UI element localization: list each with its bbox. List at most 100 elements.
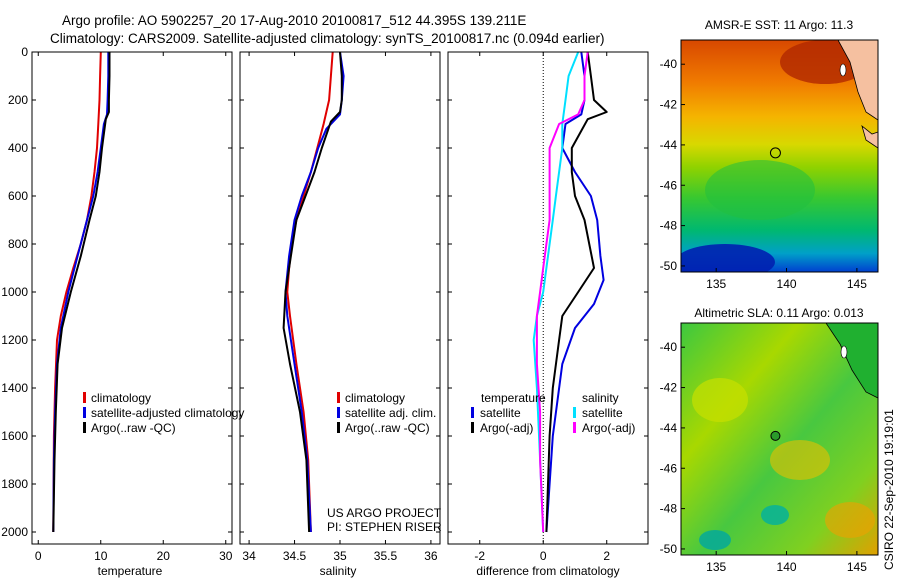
legend-swatch-climatology — [337, 392, 340, 403]
x-tick-label: 35.5 — [374, 549, 398, 563]
sla-patch-c — [761, 505, 789, 525]
sla-patch-a — [692, 378, 748, 422]
salinity-xlabel: salinity — [320, 564, 357, 578]
map-x-tick-label: 140 — [777, 277, 797, 291]
difference-panel: -2 0 2 difference from climatology tempera… — [447, 51, 649, 578]
map-y-tick-label: -48 — [660, 219, 678, 233]
legend-label-climatology: climatology — [345, 391, 405, 405]
series-line-satellite-adjusted-climatology — [52, 52, 110, 533]
series-line-argo-raw-qc — [282, 51, 343, 533]
series-line-salinity-argo-adj — [535, 51, 589, 533]
legend-label-argo: Argo(..raw -QC) — [345, 421, 430, 435]
x-tick-label: 2 — [603, 549, 610, 563]
legend-swatch-temp-satellite — [471, 407, 474, 418]
y-tick-label: 1200 — [1, 333, 28, 347]
x-tick-label: 0 — [35, 549, 42, 563]
legend-label-sal-satellite: satellite — [582, 406, 623, 420]
x-tick-label: 0 — [540, 549, 547, 563]
sla-map-box — [680, 322, 879, 556]
map-x-tick-label: 145 — [847, 277, 867, 291]
map-x-tick-label: 140 — [777, 560, 797, 574]
sla-argo-marker — [770, 430, 781, 441]
y-tick-label: 800 — [8, 237, 28, 251]
y-tick-label: 1000 — [1, 285, 28, 299]
legend-title-salinity: salinity — [582, 391, 619, 405]
figure-title-line1: Argo profile: AO 5902257_20 17-Aug-2010 … — [62, 13, 526, 28]
legend-swatch-temp-argo — [471, 422, 474, 433]
csiro-timestamp: CSIRO 22-Sep-2010 19:19:01 — [882, 409, 896, 570]
sst-map: AMSR-E SST: 11 Argo: 11.3 135 140 145 -40 -4… — [660, 18, 879, 291]
legend-swatch-argo — [337, 422, 340, 433]
x-tick-label: -2 — [474, 549, 485, 563]
series-line-climatology — [52, 51, 102, 533]
sla-patch-b — [770, 440, 830, 480]
series-line-argo-raw-qc — [52, 52, 111, 533]
legend-label-satellite-adjusted: satellite-adjusted climatology — [91, 406, 244, 420]
sla-island — [840, 345, 848, 359]
salinity-panel: 34 34.5 35 35.5 36 salinity climatology sate… — [239, 51, 442, 578]
difference-axes-box — [447, 51, 649, 545]
map-x-tick-label: 145 — [847, 560, 867, 574]
sla-map: Altimetric SLA: 0.11 Argo: 0.013 135 140 1… — [660, 306, 879, 574]
map-y-tick-label: -50 — [660, 542, 678, 556]
series-line-climatology — [286, 51, 334, 533]
salinity-legend: climatology satellite adj. clim. Argo(..… — [337, 391, 436, 435]
temperature-axes-box — [31, 51, 233, 545]
x-tick-label: 34 — [242, 549, 256, 563]
x-tick-label: 20 — [157, 549, 171, 563]
series-line-salinity-satellite — [532, 51, 580, 533]
map-y-tick-label: -48 — [660, 502, 678, 516]
y-tick-label: 400 — [8, 141, 28, 155]
map-x-tick-label: 135 — [706, 277, 726, 291]
series-line-temperature-satellite — [545, 51, 605, 533]
pi-annotation: PI: STEPHEN RISER — [327, 520, 442, 534]
y-tick-label: 200 — [8, 93, 28, 107]
sla-patch-e — [825, 502, 875, 538]
sst-map-box — [680, 39, 879, 273]
legend-swatch-sal-satellite — [573, 407, 576, 418]
y-tick-label: 1400 — [1, 381, 28, 395]
project-annotation: US ARGO PROJECT — [327, 506, 442, 520]
y-tick-label: 600 — [8, 189, 28, 203]
map-y-tick-label: -42 — [660, 98, 678, 112]
temperature-xlabel: temperature — [98, 564, 163, 578]
map-x-tick-label: 135 — [706, 560, 726, 574]
legend-label-temp-satellite: satellite — [480, 406, 521, 420]
series-line-temperature-argo-adj — [545, 51, 608, 533]
y-tick-label: 0 — [21, 45, 28, 59]
legend-label-satellite-adj: satellite adj. clim. — [345, 406, 436, 420]
map-y-tick-label: -46 — [660, 461, 678, 475]
legend-swatch-sal-argo — [573, 422, 576, 433]
map-y-tick-label: -42 — [660, 381, 678, 395]
map-y-tick-label: -44 — [660, 138, 678, 152]
sst-map-title: AMSR-E SST: 11 Argo: 11.3 — [705, 18, 854, 32]
x-tick-label: 34.5 — [283, 549, 307, 563]
difference-xlabel: difference from climatology — [476, 564, 619, 578]
difference-legend: temperature satellite Argo(-adj) salinit… — [471, 391, 635, 435]
x-tick-label: 36 — [424, 549, 438, 563]
x-tick-label: 35 — [333, 549, 347, 563]
y-tick-label: 1800 — [1, 477, 28, 491]
legend-swatch-argo — [83, 422, 86, 433]
sla-map-title: Altimetric SLA: 0.11 Argo: 0.013 — [694, 306, 864, 320]
legend-label-temp-argo: Argo(-adj) — [480, 421, 533, 435]
x-tick-label: 10 — [94, 549, 108, 563]
sst-land-tasmania — [837, 40, 878, 121]
figure-title-line2: Climatology: CARS2009. Satellite-adjuste… — [50, 31, 605, 46]
salinity-axes-box — [239, 51, 441, 545]
sst-cold-patch — [681, 244, 775, 272]
legend-label-sal-argo: Argo(-adj) — [582, 421, 635, 435]
sla-land-coast — [825, 323, 878, 399]
legend-label-climatology: climatology — [91, 391, 151, 405]
y-tick-label: 1600 — [1, 429, 28, 443]
sst-land-small — [861, 124, 878, 149]
map-y-tick-label: -46 — [660, 178, 678, 192]
legend-swatch-satellite-adj — [337, 407, 340, 418]
temperature-legend: climatology satellite-adjusted climatolo… — [83, 391, 244, 435]
temperature-panel: 0 10 20 30 0 200 400 600 800 1000 1200 1400 1600 1800… — [1, 45, 244, 578]
map-y-tick-label: -44 — [660, 421, 678, 435]
map-y-tick-label: -50 — [660, 259, 678, 273]
legend-swatch-climatology — [83, 392, 86, 403]
sla-patch-d — [699, 530, 731, 550]
